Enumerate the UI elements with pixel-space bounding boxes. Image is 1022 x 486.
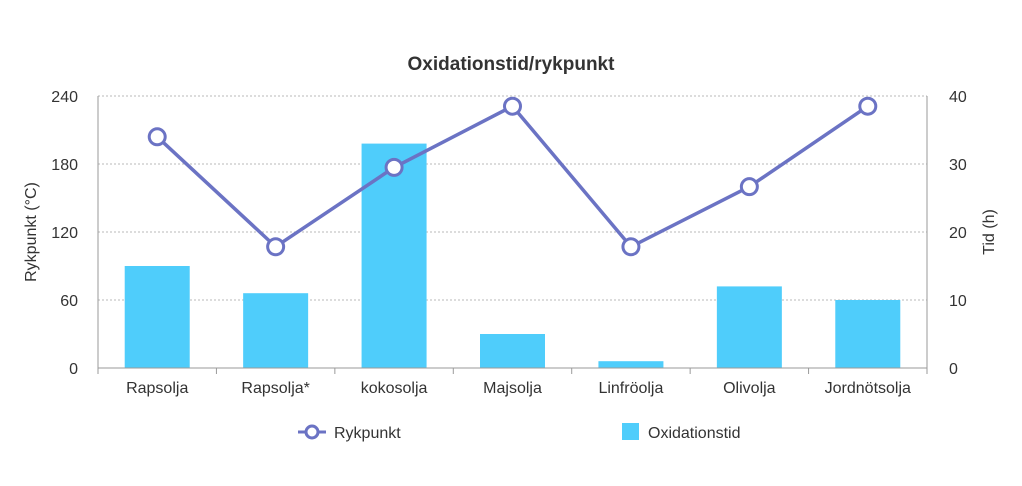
point-rykpunkt[interactable] xyxy=(858,96,878,116)
bar-oxidationstid[interactable] xyxy=(480,334,545,368)
bar-oxidationstid[interactable] xyxy=(124,266,190,368)
x-tick-label: Majsolja xyxy=(483,380,542,397)
chart-title: Oxidationstid/rykpunkt xyxy=(408,54,616,75)
legend-item-rykpunkt[interactable]: Rykpunkt xyxy=(298,424,401,442)
axes: 0 60 120 180 240 0 10 20 30 40 Rapsolja Rapsolja* ko… xyxy=(51,89,967,397)
line-series-rykpunkt xyxy=(147,96,878,257)
legend-marker-swatch xyxy=(304,424,320,440)
bar-oxidationstid[interactable] xyxy=(835,300,901,368)
right-axis-label: Tid (h) xyxy=(981,209,998,255)
left-axis-label: Rykpunkt (°C) xyxy=(23,182,40,282)
point-rykpunkt[interactable] xyxy=(384,157,404,177)
line-path-rykpunkt xyxy=(156,104,869,249)
bar-series-oxidationstid xyxy=(124,143,901,368)
bar-oxidationstid[interactable] xyxy=(243,293,309,368)
x-tick-label: Linfröolja xyxy=(598,380,663,397)
left-tick-label: 180 xyxy=(51,157,78,174)
left-tick-label: 0 xyxy=(69,361,78,378)
left-tick-label: 60 xyxy=(60,293,78,310)
point-rykpunkt[interactable] xyxy=(739,177,759,197)
right-tick-label: 0 xyxy=(949,361,958,378)
bar-oxidationstid[interactable] xyxy=(598,361,664,368)
right-tick-label: 20 xyxy=(949,225,967,242)
gridlines xyxy=(98,95,927,369)
legend-bar-swatch xyxy=(622,423,639,440)
point-rykpunkt[interactable] xyxy=(503,96,522,116)
legend-item-oxidationstid[interactable]: Oxidationstid xyxy=(622,423,741,442)
point-rykpunkt[interactable] xyxy=(266,237,286,257)
right-tick-label: 10 xyxy=(949,293,967,310)
left-tick-label: 240 xyxy=(51,89,78,106)
point-rykpunkt[interactable] xyxy=(147,127,167,147)
left-tick-label: 120 xyxy=(51,225,78,242)
x-tick-label: Rapsolja xyxy=(126,380,188,397)
legend: Rykpunkt Oxidationstid xyxy=(298,423,741,442)
bar-oxidationstid[interactable] xyxy=(361,143,427,368)
point-rykpunkt[interactable] xyxy=(621,237,641,257)
x-tick-label: Olivolja xyxy=(723,380,776,397)
bar-oxidationstid[interactable] xyxy=(716,286,782,368)
x-tick-label: Jordnötsolja xyxy=(825,380,911,397)
legend-label-rykpunkt: Rykpunkt xyxy=(334,425,401,442)
legend-label-oxidationstid: Oxidationstid xyxy=(648,425,741,442)
x-tick-label: Rapsolja* xyxy=(241,380,309,397)
right-tick-label: 40 xyxy=(949,89,967,106)
right-tick-label: 30 xyxy=(949,157,967,174)
x-tick-label: kokosolja xyxy=(361,380,428,397)
